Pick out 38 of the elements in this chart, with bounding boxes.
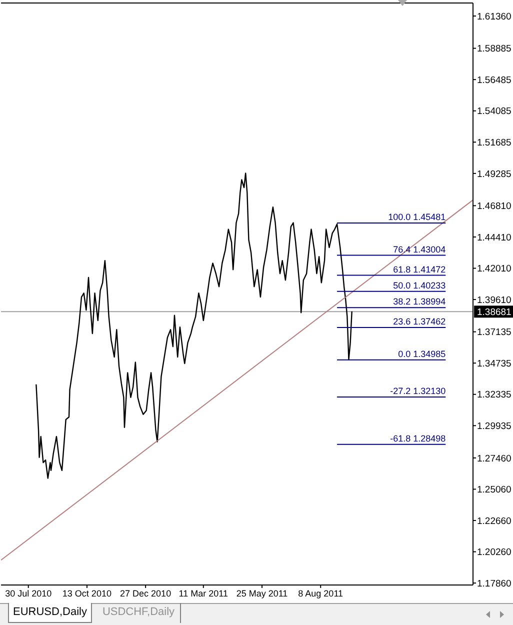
tab: USDCHF,Daily [97,603,181,623]
y-tick-label: 1.42010 [477,264,512,275]
series-label: 38.2 1.38994 [393,296,446,307]
x-tick-label: 11 Mar 2011 [178,588,228,598]
series-label: -27.2 1.32130 [390,386,446,396]
line-series [36,172,352,479]
series-label: 76.4 1.43004 [393,244,446,254]
y-tick-label: 1.37135 [477,327,512,338]
y-tick-label: 1.44410 [477,232,512,244]
series-label: 0.0 1.34985 [398,348,446,359]
y-tick-label: 1.61360 [477,11,512,22]
y-tick-label: 1.51685 [477,138,512,149]
y-tick-label: 1.29935 [477,421,512,432]
y-tick-label: 1.32335 [477,390,512,401]
y-tick-label: 1.22660 [477,516,512,527]
y-tick-label: 1.49285 [477,168,512,180]
y-tick-label: 1.27460 [477,453,512,464]
series-label: 100.0 1.45481 [388,212,446,222]
series-label: 23.6 1.37462 [393,316,446,327]
y-tick-label: 1.56485 [477,74,512,86]
y-tick-label: 1.58885 [477,44,512,55]
x-tick-label: 30 Jul 2010 [5,588,52,598]
x-tick-label: 25 May 2011 [236,588,288,598]
y-tick-label: 1.17860 [477,578,512,590]
tab: EURUSD,Daily [8,603,92,623]
y-tick-label: 1.20260 [477,547,512,558]
ref-line-label: 1.38681 [477,307,512,318]
y-tick-label: 1.34735 [477,358,512,370]
series-label: 61.8 1.41472 [393,264,446,274]
x-tick-label: 27 Dec 2010 [120,588,172,598]
y-tick-label: 1.39610 [477,294,512,306]
series-label: -61.8 1.28498 [390,433,446,444]
y-tick-label: 1.46810 [477,201,512,212]
x-tick-label: 13 Oct 2010 [62,588,112,598]
x-tick-label: 8 Aug 2011 [298,588,344,598]
series-label: 50.0 1.40233 [393,280,446,290]
y-tick-label: 1.54085 [477,106,512,118]
y-tick-label: 1.25060 [477,484,512,496]
